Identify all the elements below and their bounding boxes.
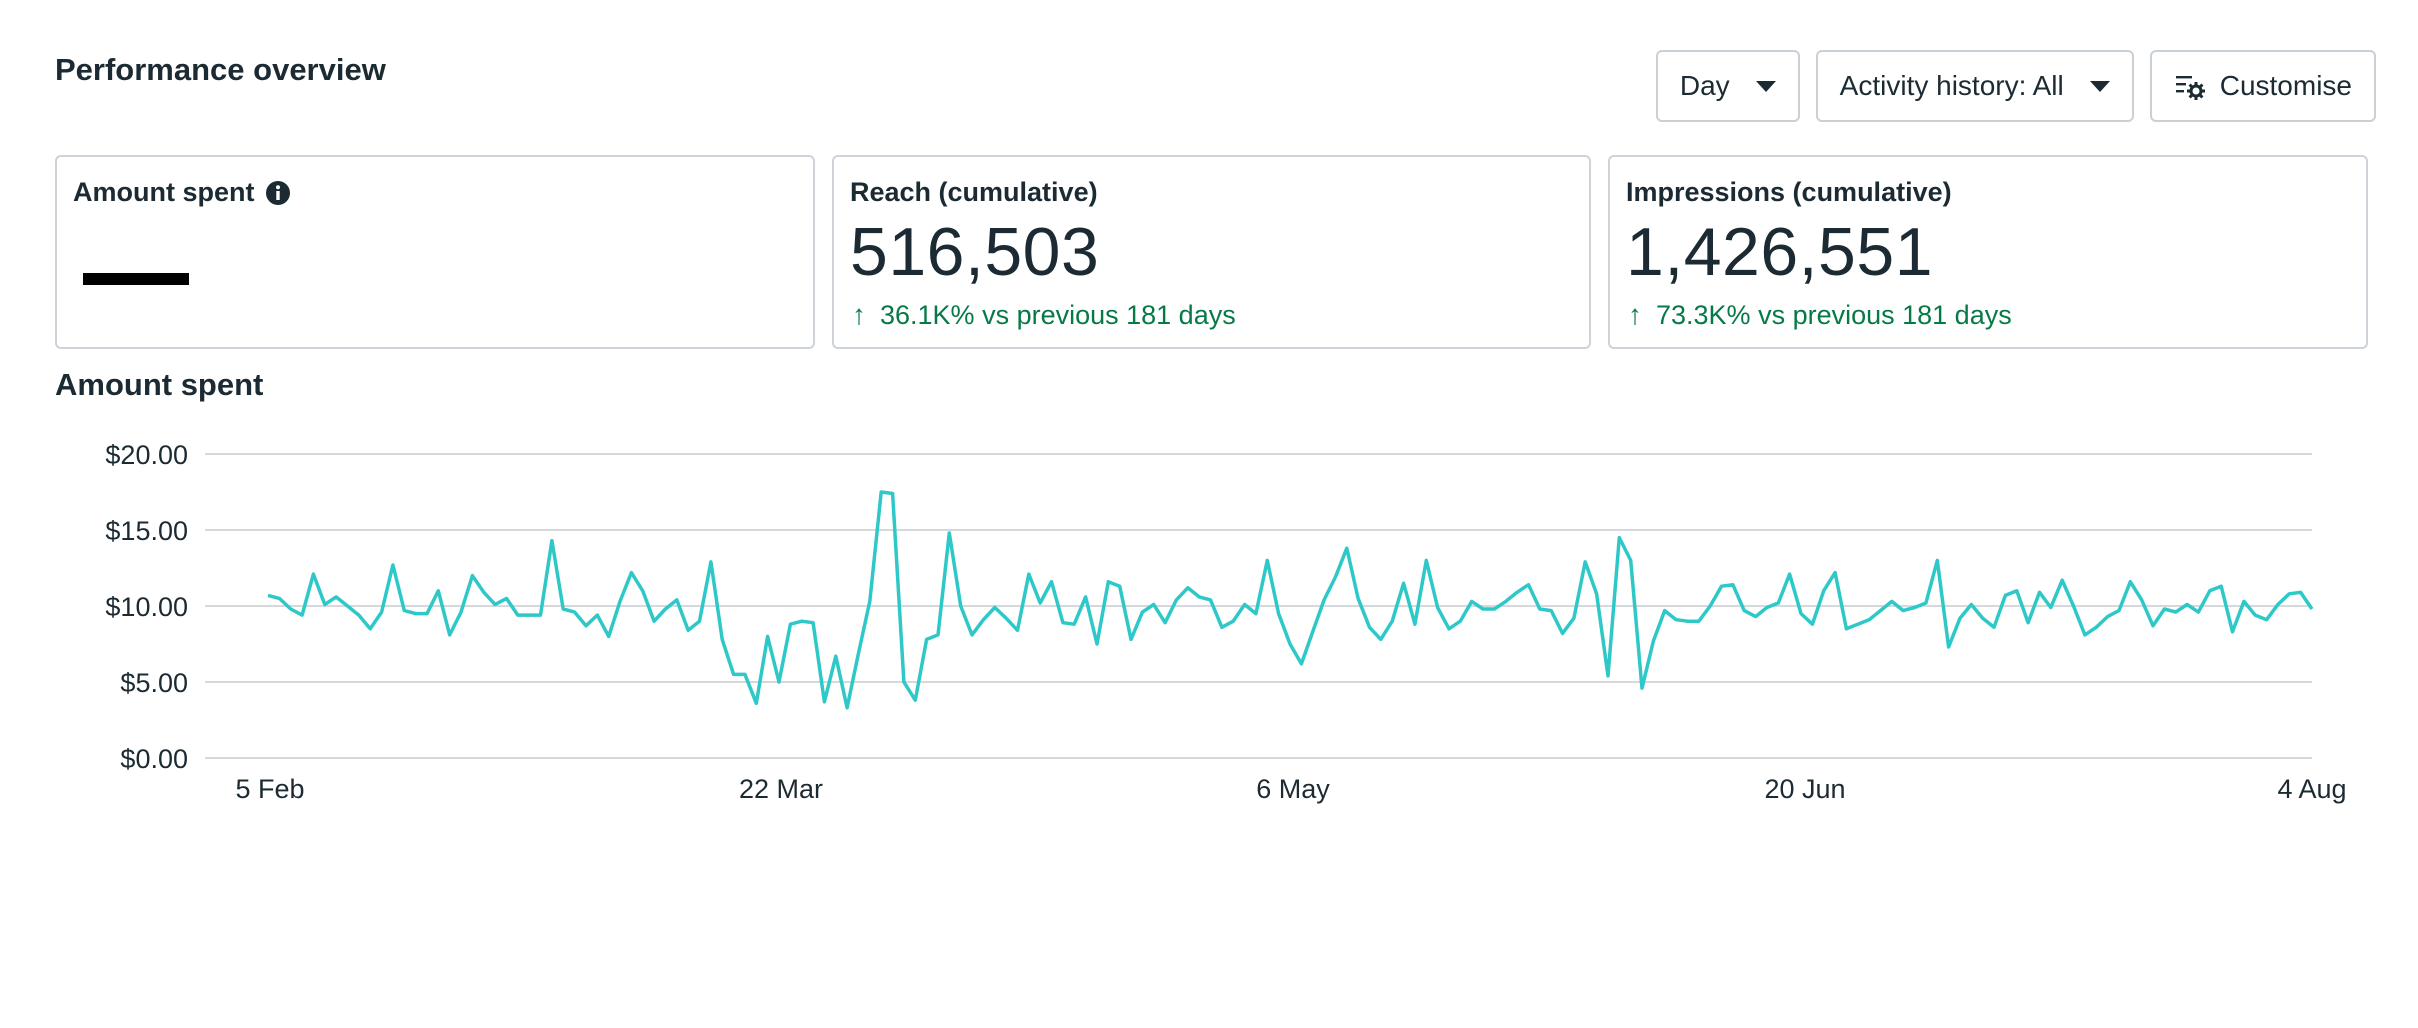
y-tick-label: $5.00 xyxy=(120,668,188,698)
x-tick-label: 6 May xyxy=(1256,774,1330,804)
card-delta: ↑ 73.3K% vs previous 181 days xyxy=(1628,299,2012,331)
info-icon[interactable] xyxy=(265,180,291,206)
card-label: Amount spent xyxy=(73,177,255,207)
card-value: 516,503 xyxy=(850,214,1100,290)
series-line[interactable] xyxy=(267,490,2314,710)
caret-down-icon xyxy=(1755,80,1776,92)
x-tick-label: 20 Jun xyxy=(1764,774,1845,804)
y-tick-label: $15.00 xyxy=(105,516,188,546)
settings-list-icon xyxy=(2175,76,2205,100)
card-delta: ↑ 36.1K% vs previous 181 days xyxy=(852,299,1236,331)
caret-down-icon xyxy=(2089,80,2110,92)
arrow-up-icon: ↑ xyxy=(1628,299,1642,330)
y-tick-label: $10.00 xyxy=(105,592,188,622)
impressions-card[interactable]: Impressions (cumulative) 1,426,551 ↑ 73.… xyxy=(1608,155,2368,349)
day-dropdown-label: Day xyxy=(1679,70,1730,101)
card-label: Impressions (cumulative) xyxy=(1626,177,1952,207)
page-title: Performance overview xyxy=(55,52,386,87)
x-tick-label: 5 Feb xyxy=(235,774,304,804)
card-label-row: Amount spent xyxy=(73,177,291,208)
card-delta-text: 36.1K% vs previous 181 days xyxy=(880,299,1236,330)
y-tick-label: $20.00 xyxy=(105,440,188,470)
toolbar: Day Activity history: All Customise xyxy=(1655,50,2376,122)
reach-card[interactable]: Reach (cumulative) 516,503 ↑ 36.1K% vs p… xyxy=(832,155,1591,349)
customise-button[interactable]: Customise xyxy=(2149,50,2376,122)
x-tick-label: 4 Aug xyxy=(2277,774,2346,804)
day-dropdown-button[interactable]: Day xyxy=(1655,50,1800,122)
card-label: Reach (cumulative) xyxy=(850,177,1098,207)
y-tick-label: $0.00 xyxy=(120,744,188,774)
empty-value-dash xyxy=(83,273,189,285)
customise-label: Customise xyxy=(2219,70,2352,101)
amount-spent-card[interactable]: Amount spent xyxy=(55,155,815,349)
x-tick-label: 22 Mar xyxy=(739,774,823,804)
card-value: 1,426,551 xyxy=(1626,214,1934,290)
activity-history-label: Activity history: All xyxy=(1839,70,2064,101)
card-delta-text: 73.3K% vs previous 181 days xyxy=(1656,299,2012,330)
arrow-up-icon: ↑ xyxy=(852,299,866,330)
chart-title: Amount spent xyxy=(55,367,264,402)
activity-history-dropdown-button[interactable]: Activity history: All xyxy=(1815,50,2134,122)
amount-spent-chart: $0.00 $5.00 $10.00 $15.00 $20.00 5 Feb 22 Mar 6… xyxy=(105,440,2346,804)
